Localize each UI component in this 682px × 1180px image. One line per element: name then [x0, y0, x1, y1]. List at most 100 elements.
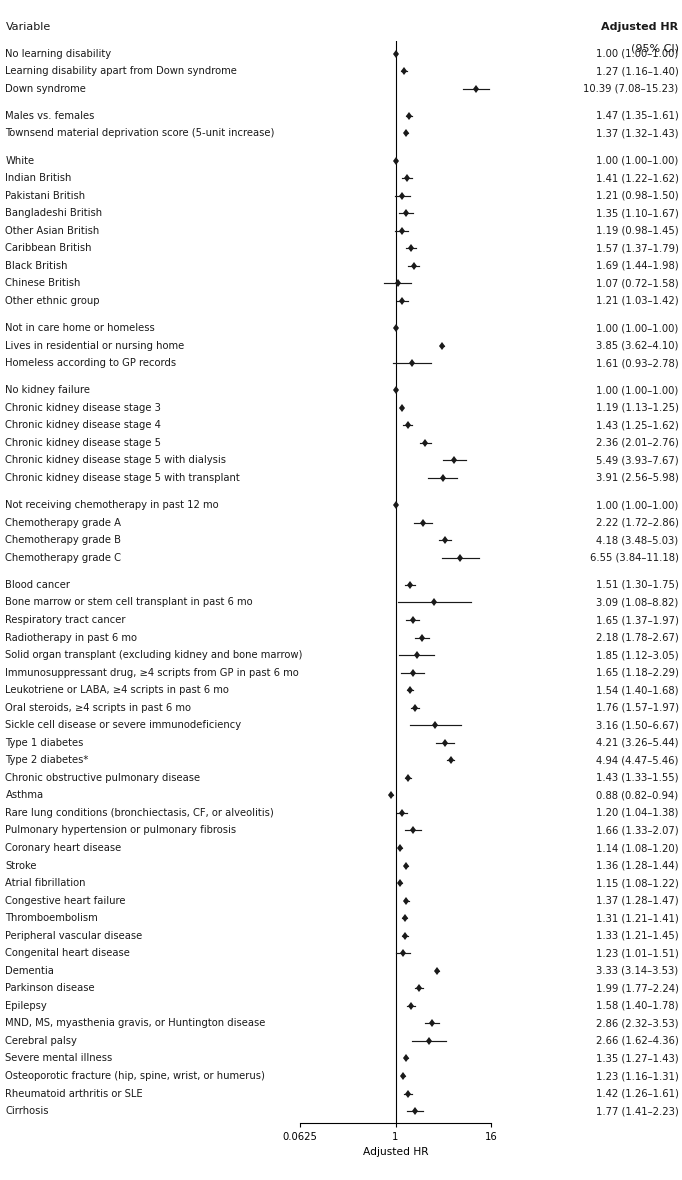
Text: Males vs. females: Males vs. females: [5, 111, 95, 120]
Text: 1.31 (1.21–1.41): 1.31 (1.21–1.41): [596, 913, 679, 923]
Text: 1.85 (1.12–3.05): 1.85 (1.12–3.05): [596, 650, 679, 660]
Text: 2.18 (1.78–2.67): 2.18 (1.78–2.67): [596, 632, 679, 643]
Text: Chronic kidney disease stage 5 with transplant: Chronic kidney disease stage 5 with tran…: [5, 473, 240, 483]
Text: Type 2 diabetes*: Type 2 diabetes*: [5, 755, 89, 766]
Text: 3.33 (3.14–3.53): 3.33 (3.14–3.53): [597, 965, 679, 976]
Text: Indian British: Indian British: [5, 173, 72, 183]
Text: 10.39 (7.08–15.23): 10.39 (7.08–15.23): [584, 84, 679, 93]
Text: Townsend material deprivation score (5-unit increase): Townsend material deprivation score (5-u…: [5, 129, 275, 138]
Text: Solid organ transplant (excluding kidney and bone marrow): Solid organ transplant (excluding kidney…: [5, 650, 303, 660]
Text: Other Asian British: Other Asian British: [5, 225, 100, 236]
Text: 1.42 (1.26–1.61): 1.42 (1.26–1.61): [595, 1088, 679, 1099]
Text: 1.21 (1.03–1.42): 1.21 (1.03–1.42): [596, 296, 679, 306]
Text: Asthma: Asthma: [5, 791, 44, 800]
Text: Blood cancer: Blood cancer: [5, 579, 70, 590]
Text: 1.47 (1.35–1.61): 1.47 (1.35–1.61): [596, 111, 679, 120]
Text: 3.16 (1.50–6.67): 3.16 (1.50–6.67): [596, 720, 679, 730]
Text: 1.00 (1.00–1.00): 1.00 (1.00–1.00): [596, 48, 679, 59]
Text: Epilepsy: Epilepsy: [5, 1001, 47, 1011]
Text: Sickle cell disease or severe immunodeficiency: Sickle cell disease or severe immunodefi…: [5, 720, 241, 730]
Text: 1.19 (1.13–1.25): 1.19 (1.13–1.25): [595, 402, 679, 413]
Text: 1.20 (1.04–1.38): 1.20 (1.04–1.38): [596, 808, 679, 818]
Text: Rheumatoid arthritis or SLE: Rheumatoid arthritis or SLE: [5, 1088, 143, 1099]
Text: 1.00 (1.00–1.00): 1.00 (1.00–1.00): [596, 156, 679, 165]
Text: 1.58 (1.40–1.78): 1.58 (1.40–1.78): [596, 1001, 679, 1011]
Text: 1.21 (0.98–1.50): 1.21 (0.98–1.50): [596, 191, 679, 201]
Text: 1.65 (1.18–2.29): 1.65 (1.18–2.29): [595, 668, 679, 677]
Text: Bangladeshi British: Bangladeshi British: [5, 208, 102, 218]
Text: 4.94 (4.47–5.46): 4.94 (4.47–5.46): [596, 755, 679, 766]
Text: No learning disability: No learning disability: [5, 48, 112, 59]
Text: 0.88 (0.82–0.94): 0.88 (0.82–0.94): [597, 791, 679, 800]
Text: 1.43 (1.25–1.62): 1.43 (1.25–1.62): [596, 420, 679, 431]
Text: Leukotriene or LABA, ≥4 scripts in past 6 mo: Leukotriene or LABA, ≥4 scripts in past …: [5, 686, 229, 695]
Text: 1.14 (1.08–1.20): 1.14 (1.08–1.20): [596, 843, 679, 853]
Text: 2.22 (1.72–2.86): 2.22 (1.72–2.86): [595, 518, 679, 527]
Text: (95% CI): (95% CI): [631, 44, 679, 53]
Text: Respiratory tract cancer: Respiratory tract cancer: [5, 615, 126, 625]
Text: Parkinson disease: Parkinson disease: [5, 983, 95, 994]
Text: Chemotherapy grade B: Chemotherapy grade B: [5, 536, 121, 545]
Text: 1.36 (1.28–1.44): 1.36 (1.28–1.44): [596, 860, 679, 871]
Text: 1.54 (1.40–1.68): 1.54 (1.40–1.68): [596, 686, 679, 695]
Text: 1.41 (1.22–1.62): 1.41 (1.22–1.62): [595, 173, 679, 183]
Text: 4.21 (3.26–5.44): 4.21 (3.26–5.44): [596, 738, 679, 748]
Text: Rare lung conditions (bronchiectasis, CF, or alveolitis): Rare lung conditions (bronchiectasis, CF…: [5, 808, 274, 818]
Text: Chinese British: Chinese British: [5, 278, 81, 288]
Text: 1.33 (1.21–1.45): 1.33 (1.21–1.45): [596, 931, 679, 940]
Text: Coronary heart disease: Coronary heart disease: [5, 843, 121, 853]
Text: Bone marrow or stem cell transplant in past 6 mo: Bone marrow or stem cell transplant in p…: [5, 597, 253, 608]
Text: 1.00 (1.00–1.00): 1.00 (1.00–1.00): [596, 386, 679, 395]
Text: Chemotherapy grade A: Chemotherapy grade A: [5, 518, 121, 527]
Text: Congenital heart disease: Congenital heart disease: [5, 949, 130, 958]
Text: Chronic kidney disease stage 5: Chronic kidney disease stage 5: [5, 438, 162, 448]
Text: Thromboembolism: Thromboembolism: [5, 913, 98, 923]
X-axis label: Adjusted HR: Adjusted HR: [363, 1147, 428, 1156]
Text: Type 1 diabetes: Type 1 diabetes: [5, 738, 84, 748]
Text: 1.27 (1.16–1.40): 1.27 (1.16–1.40): [596, 66, 679, 77]
Text: Chronic obstructive pulmonary disease: Chronic obstructive pulmonary disease: [5, 773, 201, 782]
Text: Learning disability apart from Down syndrome: Learning disability apart from Down synd…: [5, 66, 237, 77]
Text: Dementia: Dementia: [5, 965, 55, 976]
Text: MND, MS, myasthenia gravis, or Huntington disease: MND, MS, myasthenia gravis, or Huntingto…: [5, 1018, 266, 1029]
Text: 1.99 (1.77–2.24): 1.99 (1.77–2.24): [595, 983, 679, 994]
Text: 1.66 (1.33–2.07): 1.66 (1.33–2.07): [596, 826, 679, 835]
Text: 6.55 (3.84–11.18): 6.55 (3.84–11.18): [590, 552, 679, 563]
Text: Radiotherapy in past 6 mo: Radiotherapy in past 6 mo: [5, 632, 138, 643]
Text: 5.49 (3.93–7.67): 5.49 (3.93–7.67): [596, 455, 679, 465]
Text: Black British: Black British: [5, 261, 68, 270]
Text: Chronic kidney disease stage 5 with dialysis: Chronic kidney disease stage 5 with dial…: [5, 455, 226, 465]
Text: 1.23 (1.16–1.31): 1.23 (1.16–1.31): [596, 1071, 679, 1081]
Text: 1.23 (1.01–1.51): 1.23 (1.01–1.51): [596, 949, 679, 958]
Text: Pakistani British: Pakistani British: [5, 191, 85, 201]
Text: 1.37 (1.28–1.47): 1.37 (1.28–1.47): [596, 896, 679, 905]
Text: Osteoporotic fracture (hip, spine, wrist, or humerus): Osteoporotic fracture (hip, spine, wrist…: [5, 1071, 265, 1081]
Text: 1.00 (1.00–1.00): 1.00 (1.00–1.00): [596, 500, 679, 510]
Text: Chronic kidney disease stage 3: Chronic kidney disease stage 3: [5, 402, 162, 413]
Text: Variable: Variable: [5, 22, 50, 32]
Text: Stroke: Stroke: [5, 860, 37, 871]
Text: 3.85 (3.62–4.10): 3.85 (3.62–4.10): [596, 341, 679, 350]
Text: Caribbean British: Caribbean British: [5, 243, 92, 254]
Text: Immunosuppressant drug, ≥4 scripts from GP in past 6 mo: Immunosuppressant drug, ≥4 scripts from …: [5, 668, 299, 677]
Text: Severe mental illness: Severe mental illness: [5, 1054, 113, 1063]
Text: 1.77 (1.41–2.23): 1.77 (1.41–2.23): [596, 1106, 679, 1116]
Text: 1.69 (1.44–1.98): 1.69 (1.44–1.98): [596, 261, 679, 270]
Text: Chemotherapy grade C: Chemotherapy grade C: [5, 552, 121, 563]
Text: Adjusted HR: Adjusted HR: [602, 22, 679, 32]
Text: 4.18 (3.48–5.03): 4.18 (3.48–5.03): [597, 536, 679, 545]
Text: 1.35 (1.27–1.43): 1.35 (1.27–1.43): [596, 1054, 679, 1063]
Text: Not receiving chemotherapy in past 12 mo: Not receiving chemotherapy in past 12 mo: [5, 500, 219, 510]
Text: 1.61 (0.93–2.78): 1.61 (0.93–2.78): [596, 358, 679, 368]
Text: Cirrhosis: Cirrhosis: [5, 1106, 49, 1116]
Text: 1.65 (1.37–1.97): 1.65 (1.37–1.97): [595, 615, 679, 625]
Text: Down syndrome: Down syndrome: [5, 84, 87, 93]
Text: 3.91 (2.56–5.98): 3.91 (2.56–5.98): [596, 473, 679, 483]
Text: Chronic kidney disease stage 4: Chronic kidney disease stage 4: [5, 420, 162, 431]
Text: No kidney failure: No kidney failure: [5, 386, 91, 395]
Text: Cerebral palsy: Cerebral palsy: [5, 1036, 77, 1045]
Text: 1.15 (1.08–1.22): 1.15 (1.08–1.22): [596, 878, 679, 889]
Text: 1.35 (1.10–1.67): 1.35 (1.10–1.67): [596, 208, 679, 218]
Text: 1.76 (1.57–1.97): 1.76 (1.57–1.97): [595, 703, 679, 713]
Text: 1.43 (1.33–1.55): 1.43 (1.33–1.55): [596, 773, 679, 782]
